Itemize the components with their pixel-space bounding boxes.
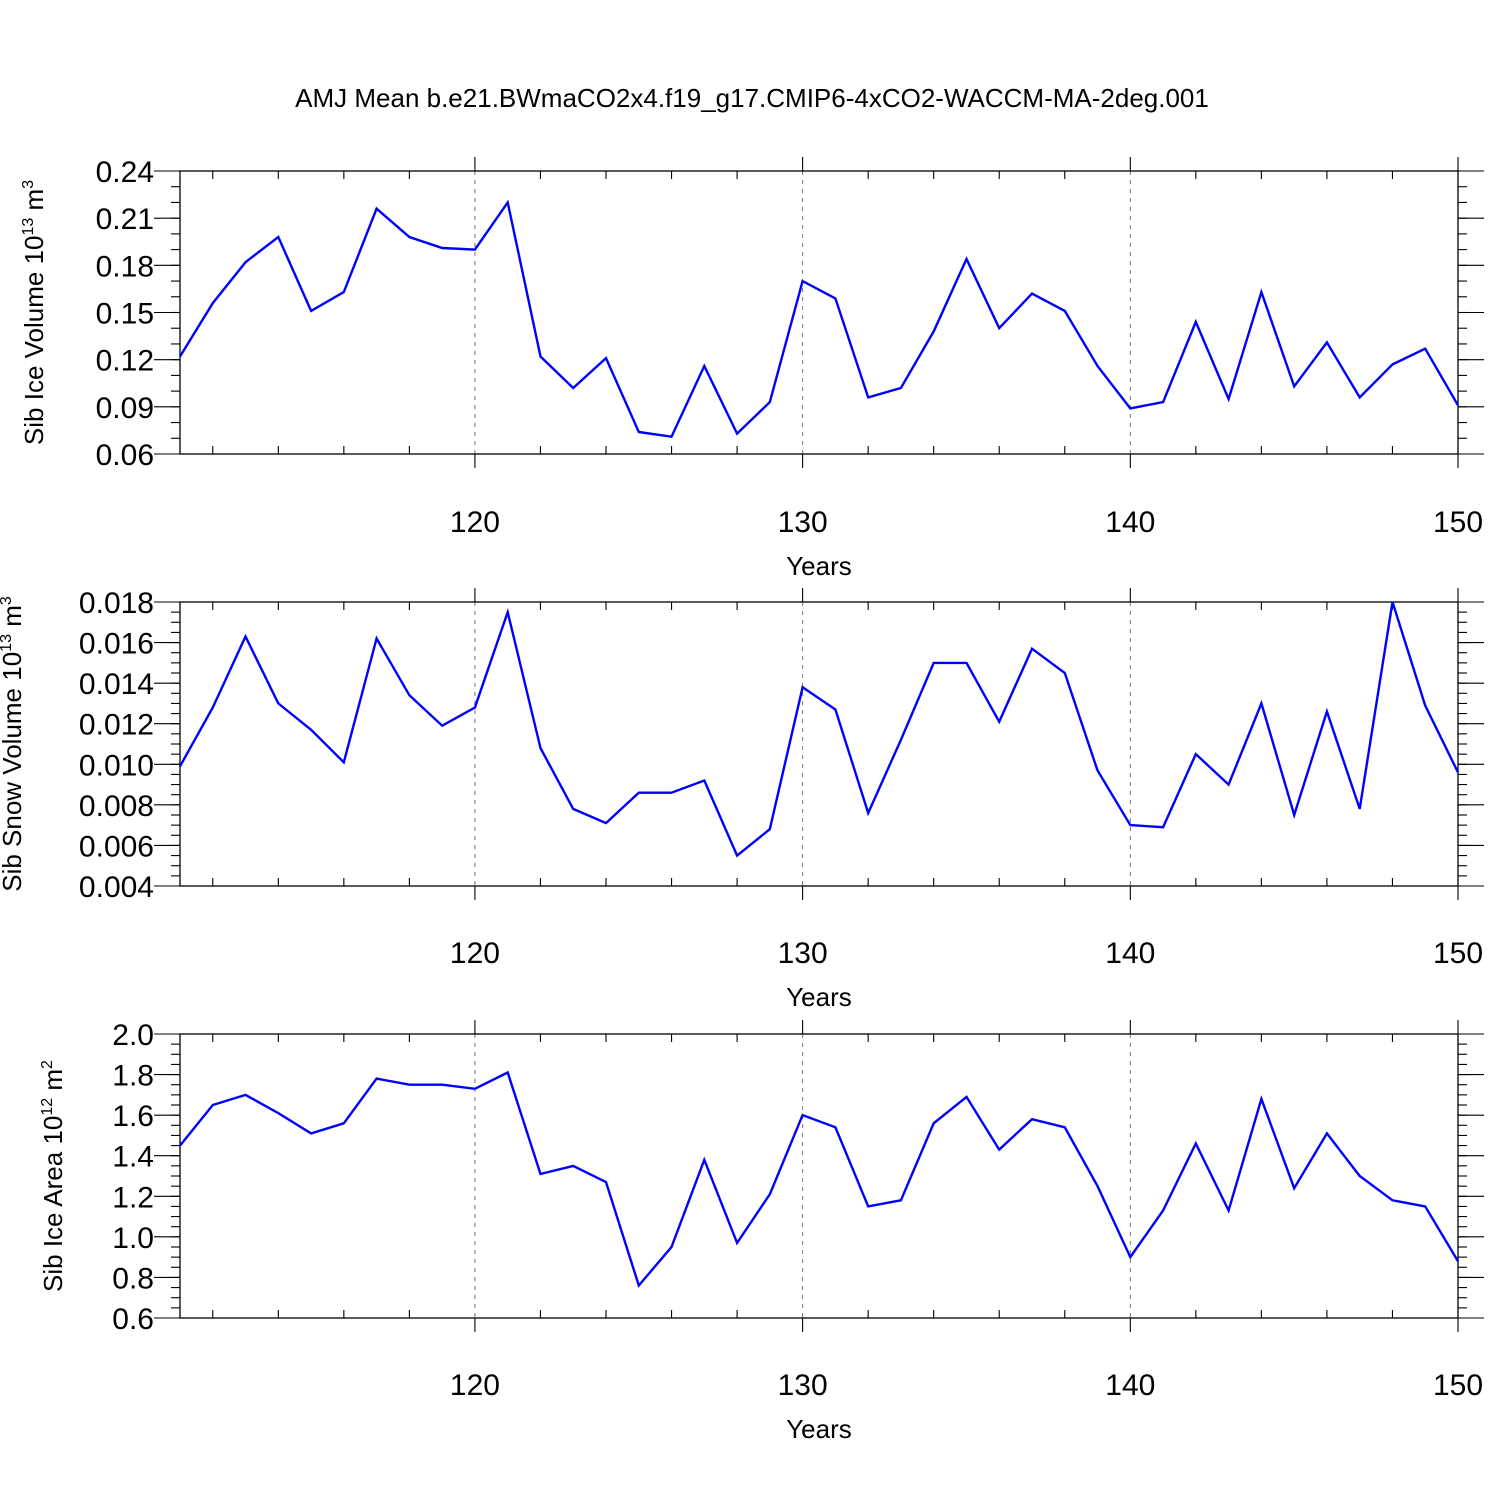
y-tick-label: 0.12	[96, 345, 154, 378]
chart-panel-3: 120 130 140 150 0.6 0.8 1.0 1.2 1.4 1.6 1.8 2.0 Year…	[38, 1019, 1484, 1444]
chart-panel-2: 120 130 140 150 0.004 0.006 0.008 0.010 0.012 0.0…	[0, 587, 1484, 1012]
plot-frame	[179, 170, 1459, 455]
y-axis-title: Sib Snow Volume 1013 m3	[0, 596, 27, 892]
y-tick-label: 0.18	[96, 250, 154, 283]
x-tick-label: 140	[1105, 937, 1155, 970]
x-tick-label: 130	[778, 937, 828, 970]
y-tick-label: 1.2	[112, 1181, 154, 1214]
x-tick-label: 140	[1105, 506, 1155, 539]
x-tick-label: 130	[778, 1369, 828, 1402]
y-tick-label: 0.014	[79, 668, 154, 701]
y-tick-label: 0.006	[79, 830, 154, 863]
y-tick-label: 1.4	[112, 1141, 154, 1174]
y-tick-label: 2.0	[112, 1019, 154, 1052]
y-tick-label: 0.21	[96, 203, 154, 236]
y-tick-label: 1.8	[112, 1060, 154, 1093]
plot-frame	[179, 601, 1459, 887]
y-tick-label: 1.6	[112, 1100, 154, 1133]
y-tick-label: 0.15	[96, 298, 154, 331]
y-tick-label: 0.24	[96, 156, 154, 189]
x-axis-title: Years	[786, 551, 852, 581]
y-tick-label: 0.004	[79, 871, 154, 904]
chart-panel-1: 120 130 140 150 0.06 0.09 0.12 0.15 0.18 0.21 0.24…	[19, 156, 1484, 581]
y-tick-label: 0.09	[96, 392, 154, 425]
series-line	[179, 1070, 1460, 1288]
x-tick-label: 120	[450, 937, 500, 970]
x-tick-label: 120	[450, 506, 500, 539]
x-tick-label: 130	[778, 506, 828, 539]
y-tick-label: 0.06	[96, 439, 154, 472]
y-tick-label: 0.018	[79, 587, 154, 620]
x-tick-label: 150	[1433, 937, 1483, 970]
series-line	[178, 199, 1460, 439]
y-tick-label: 0.6	[112, 1303, 154, 1336]
y-tick-label: 1.0	[112, 1222, 154, 1255]
y-tick-label: 0.008	[79, 790, 154, 823]
plot-frame	[179, 1033, 1459, 1319]
x-tick-label: 120	[450, 1369, 500, 1402]
chart-title: AMJ Mean b.e21.BWmaCO2x4.f19_g17.CMIP6-4…	[295, 83, 1209, 113]
x-axis-title: Years	[786, 1414, 852, 1444]
y-axis-title: Sib Ice Volume 1013 m3	[19, 180, 49, 445]
series-line	[178, 601, 1460, 858]
y-tick-label: 0.8	[112, 1262, 154, 1295]
y-tick-label: 0.016	[79, 628, 154, 661]
x-axis-title: Years	[786, 982, 852, 1012]
y-tick-label: 0.012	[79, 709, 154, 742]
x-tick-label: 140	[1105, 1369, 1155, 1402]
x-tick-label: 150	[1433, 1369, 1483, 1402]
y-axis-title: Sib Ice Area 1012 m2	[38, 1060, 68, 1292]
x-tick-label: 150	[1433, 506, 1483, 539]
y-tick-label: 0.010	[79, 749, 154, 782]
